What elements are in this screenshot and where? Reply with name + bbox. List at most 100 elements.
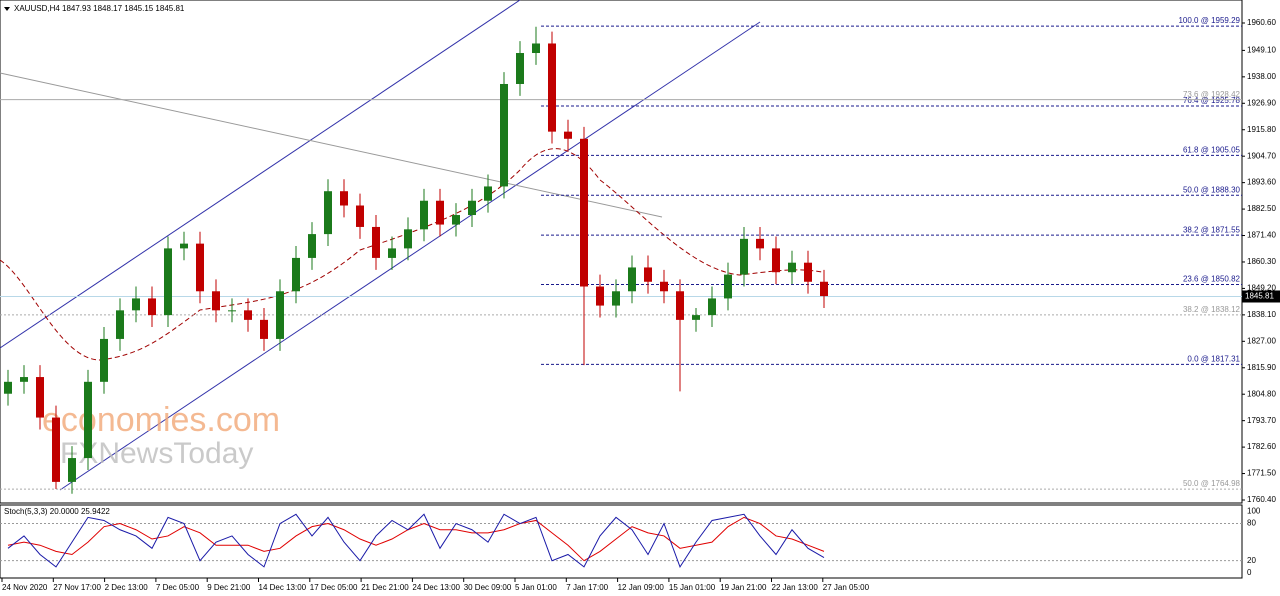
trend-line [0,72,663,218]
y-tick-label: 1804.80 [1247,389,1276,398]
candle-body [164,248,172,316]
candle-body [180,243,188,249]
y-tick-label: 1949.10 [1247,46,1276,55]
candle-body [388,248,396,258]
x-tick-label: 21 Dec 21:00 [361,583,409,592]
price-tag-label: 1845.81 [1245,292,1274,301]
x-tick-label: 15 Jan 01:00 [669,583,716,592]
candle-body [4,381,12,394]
candle-body [404,229,412,249]
y-tick-label: 1838.10 [1247,310,1276,319]
x-tick-label: 14 Dec 13:00 [259,583,307,592]
fib-label-old: 38.2 @ 1838.12 [1183,305,1241,314]
watermark: economies.com [42,401,280,439]
candle-body [276,291,284,339]
candle-body [436,200,444,225]
candle-body [372,226,380,258]
channel-upper [0,0,521,349]
candle-body [292,257,300,292]
x-tick-label: 5 Jan 01:00 [515,583,557,592]
fib-label: 23.6 @ 1850.82 [1183,275,1241,284]
fib-label: 0.0 @ 1817.31 [1187,355,1240,364]
y-tick-label: 1793.70 [1247,416,1276,425]
fib-label: 50.0 @ 1888.30 [1183,185,1241,194]
x-tick-label: 24 Nov 2020 [2,583,48,592]
candle-body [452,215,460,225]
y-tick-label: 1782.60 [1247,442,1276,451]
candle-body [260,319,268,339]
candle-body [580,138,588,287]
price-tag [1242,290,1280,303]
candle-body [724,274,732,299]
candle-body [532,43,540,54]
y-tick-label: 1960.60 [1247,18,1276,27]
moving-average [0,148,823,361]
x-tick-label: 7 Dec 05:00 [156,583,200,592]
candle-body [84,381,92,459]
stoch-tick-label: 100 [1247,506,1261,515]
candle-body [148,298,156,316]
candle-body [356,205,364,227]
candle-body [788,262,796,273]
y-tick-label: 1893.60 [1247,178,1276,187]
candle-body [708,298,716,316]
candle-body [420,200,428,230]
candle-body [116,310,124,339]
watermark: FXNewsToday [60,437,253,470]
fib-label: 100.0 @ 1959.29 [1178,16,1240,25]
fib-label-old: 50.0 @ 1764.98 [1183,479,1241,488]
y-tick-label: 1771.50 [1247,469,1276,478]
fib-label: 38.2 @ 1871.55 [1183,225,1241,234]
candle-body [228,310,236,312]
candle-body [100,338,108,382]
y-tick-label: 1904.70 [1247,151,1276,160]
x-tick-label: 19 Jan 21:00 [720,583,767,592]
candle-body [644,267,652,282]
chart-title: XAUUSD,H4 1847.93 1848.17 1845.15 1845.8… [14,4,185,13]
candle-body [52,417,60,482]
candle-body [324,191,332,235]
candle-body [132,298,140,311]
x-tick-label: 12 Jan 09:00 [618,583,665,592]
candle-body [564,131,572,139]
x-tick-label: 24 Dec 13:00 [412,583,460,592]
y-tick-label: 1871.40 [1247,231,1276,240]
candle-body [628,267,636,292]
candle-body [36,377,44,418]
candle-body [484,186,492,201]
y-tick-label: 1926.90 [1247,98,1276,107]
x-tick-label: 27 Jan 05:00 [823,583,870,592]
candle-body [244,310,252,320]
candle-body [612,291,620,306]
fib-label: 76.4 @ 1925.78 [1183,96,1241,105]
y-tick-label: 1815.90 [1247,363,1276,372]
stoch-signal [7,516,825,562]
candle-body [500,83,508,187]
y-tick-label: 1915.80 [1247,125,1276,134]
candle-body [692,315,700,320]
y-tick-label: 1827.00 [1247,336,1276,345]
candle-body [756,238,764,249]
stoch-tick-label: 80 [1247,519,1256,528]
candle-body [772,248,780,273]
candle-body [68,458,76,482]
x-tick-label: 2 Dec 13:00 [105,583,149,592]
candle-body [820,281,828,297]
x-tick-label: 30 Dec 09:00 [464,583,512,592]
candle-body [196,243,204,292]
candle-body [676,291,684,320]
stoch-main [7,513,825,568]
stoch-tick-label: 20 [1247,556,1256,565]
candle-body [596,286,604,306]
y-tick-label: 1938.00 [1247,72,1276,81]
fib-label: 61.8 @ 1905.05 [1183,145,1241,154]
candle-body [516,53,524,84]
candle-body [212,291,220,311]
x-tick-label: 27 Nov 17:00 [53,583,101,592]
candle-body [804,262,812,282]
candle-body [340,191,348,206]
stoch-panel [0,504,1243,579]
y-tick-label: 1849.20 [1247,284,1276,293]
